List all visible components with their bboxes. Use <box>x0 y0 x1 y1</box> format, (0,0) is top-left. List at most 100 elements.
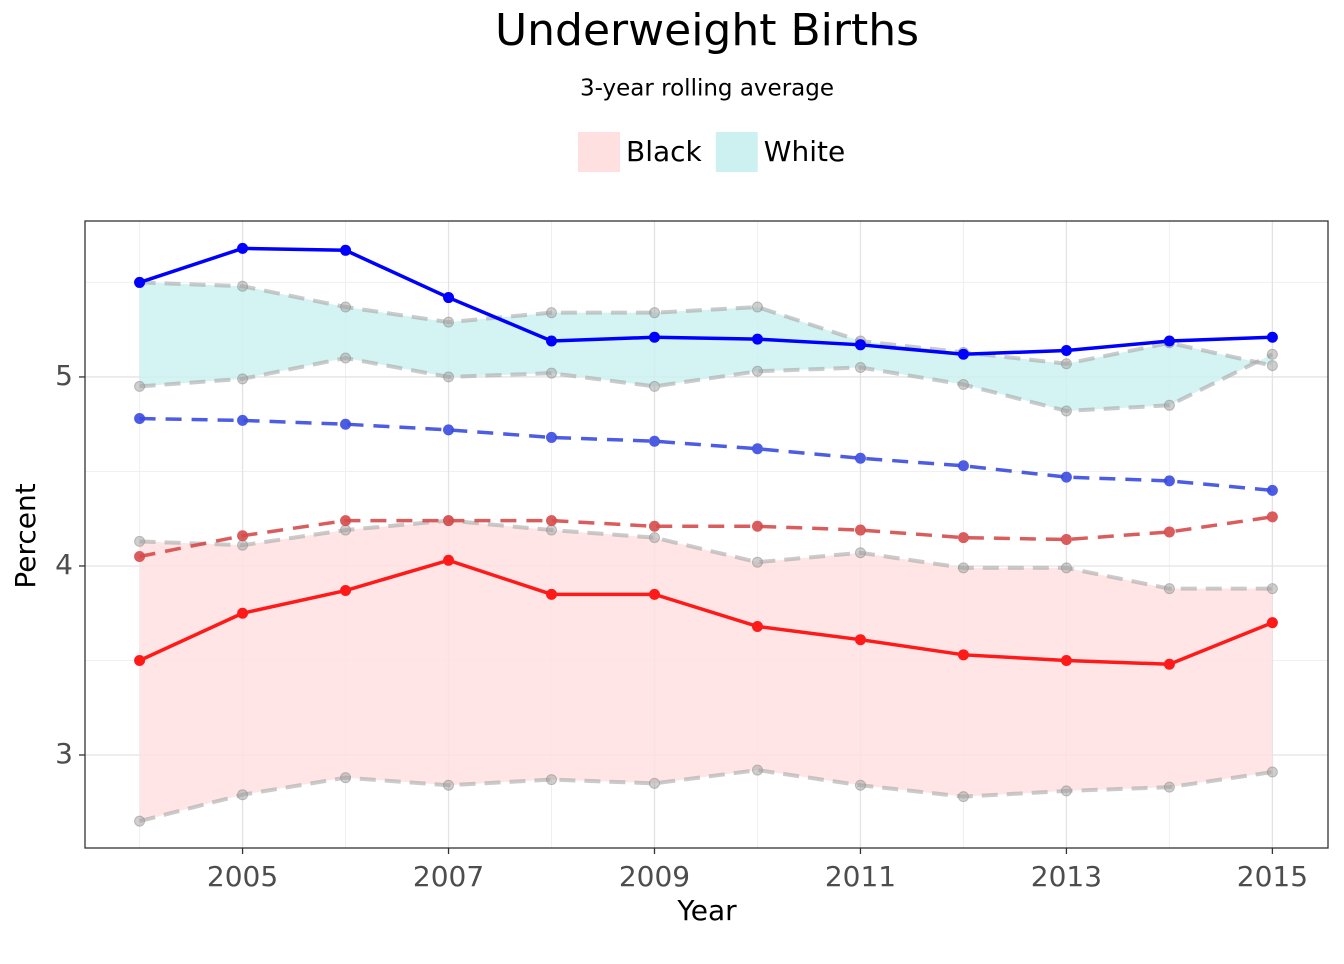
band-point <box>648 307 660 319</box>
trend-point <box>340 515 352 527</box>
band-point <box>751 365 763 377</box>
trend-point <box>1163 475 1175 487</box>
trend-point <box>340 418 352 430</box>
band-point <box>1060 405 1072 417</box>
trend-point <box>443 424 455 436</box>
band-point <box>648 380 660 392</box>
x-tick-label: 2011 <box>825 860 896 893</box>
band-point <box>854 779 866 791</box>
band-point <box>546 774 558 786</box>
trend-point <box>134 413 146 425</box>
band-point <box>237 280 249 292</box>
data-point <box>546 335 558 347</box>
band-point <box>1266 583 1278 595</box>
trend-point <box>854 524 866 536</box>
x-tick-label: 2007 <box>413 860 484 893</box>
data-point <box>957 348 969 360</box>
data-line <box>138 558 1274 667</box>
trend-point <box>134 551 146 563</box>
trend-point <box>443 515 455 527</box>
trend-point <box>751 520 763 532</box>
data-point <box>957 649 969 661</box>
band-point <box>854 547 866 559</box>
trend-point <box>648 435 660 447</box>
data-point <box>648 588 660 600</box>
trend-point <box>1060 471 1072 483</box>
trend-point <box>1163 526 1175 538</box>
band-point <box>1266 766 1278 778</box>
band-edge <box>139 518 1273 591</box>
data-point <box>1163 335 1175 347</box>
band-point <box>546 307 558 319</box>
legend-label: Black <box>626 135 703 168</box>
band-point <box>751 301 763 313</box>
chart-title: Underweight Births <box>495 5 919 56</box>
legend-swatch <box>578 132 620 172</box>
trend-point <box>751 443 763 455</box>
band-point <box>1163 583 1175 595</box>
band-point <box>237 789 249 801</box>
band-point <box>648 777 660 789</box>
x-tick-label: 2009 <box>619 860 690 893</box>
data-point <box>751 333 763 345</box>
legend-label: White <box>764 135 845 168</box>
data-point <box>546 588 558 600</box>
data-line <box>139 246 1273 357</box>
data-point <box>1266 617 1278 629</box>
data-point <box>854 634 866 646</box>
trend-point <box>546 431 558 443</box>
data-point <box>1266 331 1278 343</box>
trend-line <box>139 416 1273 493</box>
band-point <box>134 535 146 547</box>
band-point <box>237 539 249 551</box>
data-point <box>134 276 146 288</box>
band-point <box>648 532 660 544</box>
band-point <box>340 352 352 364</box>
band-point <box>854 361 866 373</box>
trend-point <box>957 460 969 472</box>
band-area <box>139 282 1273 411</box>
trend-point <box>1266 484 1278 496</box>
data-point <box>443 292 455 304</box>
band-point <box>134 380 146 392</box>
data-point <box>1060 344 1072 356</box>
band-point <box>751 764 763 776</box>
band-point <box>546 524 558 536</box>
band-point <box>957 379 969 391</box>
band-point <box>751 556 763 568</box>
x-tick-label: 2015 <box>1237 860 1308 893</box>
band-point <box>1163 781 1175 793</box>
trend-line <box>139 515 1273 559</box>
data-point <box>237 607 249 619</box>
data-point <box>134 654 146 666</box>
plot-border <box>84 220 1329 849</box>
band-point <box>1266 348 1278 360</box>
legend-swatch <box>715 132 758 172</box>
band-point <box>1060 562 1072 574</box>
trend-point <box>648 520 660 532</box>
band-point <box>1060 785 1072 797</box>
y-tick-label: 3 <box>55 737 73 770</box>
data-point <box>237 242 249 254</box>
data-point <box>340 244 352 256</box>
band-point <box>443 316 455 328</box>
y-tick-label: 5 <box>55 359 73 392</box>
band-point <box>443 371 455 383</box>
band-edge <box>139 768 1273 824</box>
data-point <box>751 620 763 632</box>
x-tick-label: 2013 <box>1031 860 1102 893</box>
data-point <box>648 331 660 343</box>
y-tick-label: 4 <box>55 548 73 581</box>
band-point <box>443 779 455 791</box>
band-edge <box>139 280 1273 368</box>
data-point <box>443 554 455 566</box>
chart-subtitle: 3-year rolling average <box>580 76 834 102</box>
x-axis-title: Year <box>676 894 737 927</box>
x-tick-label: 2005 <box>207 860 278 893</box>
band-point <box>1163 399 1175 411</box>
band-point <box>957 791 969 803</box>
band-point <box>134 815 146 827</box>
band-point <box>237 373 249 385</box>
trend-point <box>1060 534 1072 546</box>
data-point <box>340 585 352 597</box>
